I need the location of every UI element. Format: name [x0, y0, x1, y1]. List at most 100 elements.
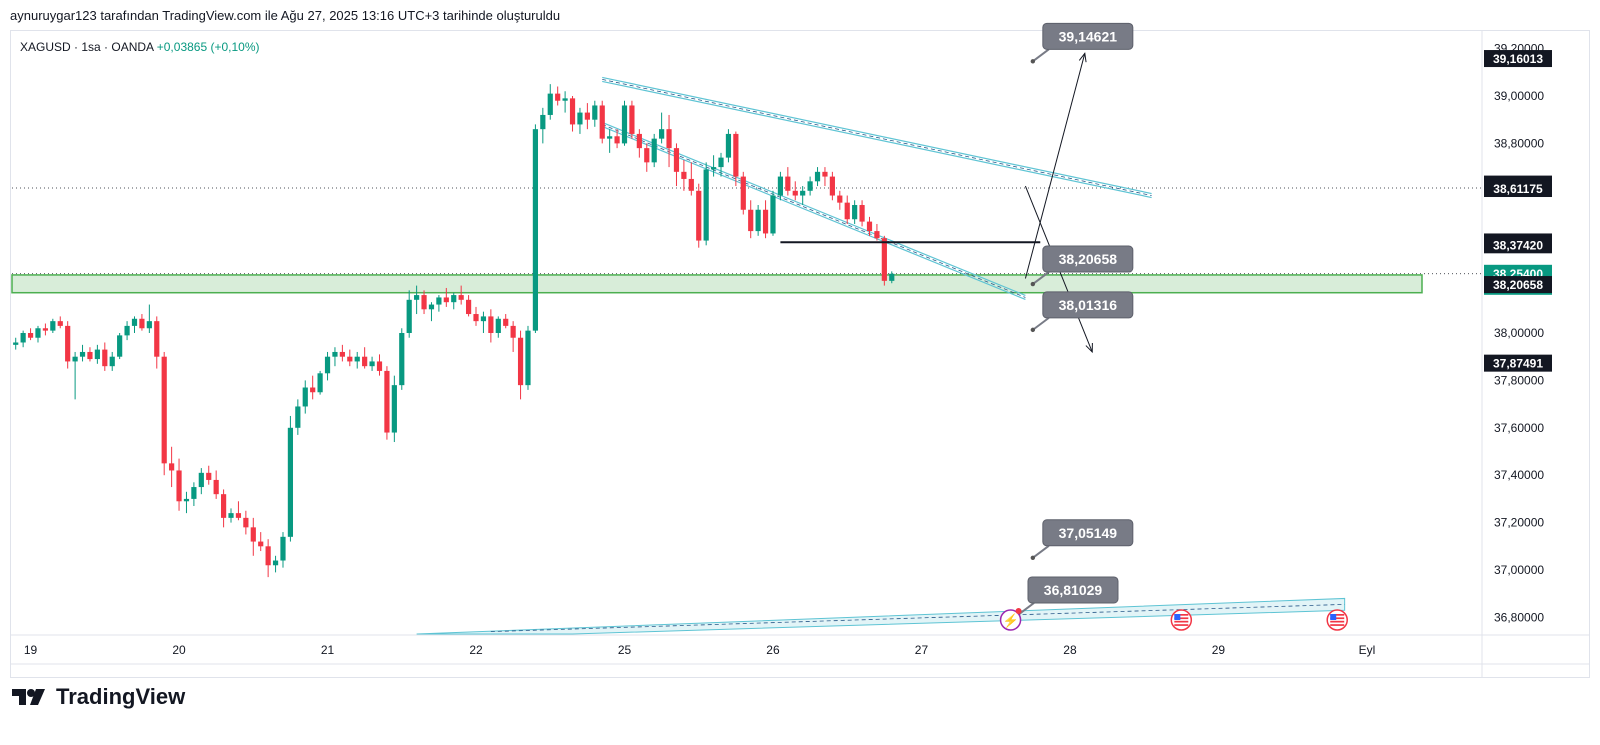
- tradingview-logo-text: TradingView: [56, 684, 186, 709]
- candle-body: [659, 129, 665, 139]
- candle-body: [414, 295, 420, 300]
- candle-body: [718, 157, 724, 168]
- x-tick-label: 25: [618, 643, 632, 657]
- candle-body: [50, 321, 56, 331]
- candle-body: [191, 487, 197, 499]
- candle-body: [79, 351, 86, 357]
- broker: OANDA: [111, 40, 154, 54]
- candle-body: [547, 93, 553, 115]
- candle-body: [577, 112, 583, 125]
- price-label: 38,61175: [1493, 182, 1543, 196]
- support-zone: [11, 274, 1423, 294]
- candle-body: [406, 299, 412, 333]
- candle-body: [673, 148, 680, 172]
- candle-body: [629, 105, 635, 134]
- candle-body: [362, 356, 368, 367]
- candle-body: [733, 133, 739, 177]
- candle-body: [65, 325, 71, 362]
- candle-body: [510, 325, 516, 338]
- candle-body: [302, 387, 308, 407]
- lightning-event-icon: [999, 609, 1022, 631]
- candle-body: [198, 472, 204, 488]
- candle-body: [599, 105, 605, 139]
- lower-trendline-edge: [602, 125, 1026, 301]
- x-tick-label: Eyl: [1359, 643, 1376, 657]
- candle-body: [13, 342, 19, 345]
- price-label: 39,16013: [1493, 52, 1543, 66]
- candle-body: [844, 202, 850, 220]
- flag-stripe: [1174, 617, 1189, 620]
- candle-body: [852, 205, 858, 220]
- price-label: 37,87491: [1493, 357, 1543, 371]
- x-tick-label: 29: [1212, 643, 1226, 657]
- callout-anchor: [1030, 327, 1036, 333]
- candle-body: [339, 351, 345, 357]
- candle-body: [465, 299, 472, 315]
- candle-body: [792, 190, 798, 196]
- candle-body: [785, 176, 791, 191]
- candle-body: [295, 406, 301, 428]
- y-tick-label: 37,40000: [1494, 468, 1544, 482]
- candle-body: [480, 316, 487, 322]
- candle-body: [27, 333, 34, 338]
- arrow-down-head: [1085, 342, 1093, 354]
- flag-stripe: [1174, 624, 1189, 626]
- callout-pointer: [1032, 48, 1050, 63]
- candle-body: [243, 517, 249, 528]
- flag-stripe: [1330, 624, 1345, 626]
- candle-body: [696, 190, 702, 241]
- price-label: 38,20658: [1493, 278, 1543, 292]
- callout-pointer: [1032, 271, 1050, 285]
- x-tick-label: 26: [766, 643, 780, 657]
- candle-body: [569, 98, 576, 125]
- candle-body: [146, 321, 152, 329]
- candle-body: [807, 181, 813, 191]
- candle-body: [399, 333, 405, 386]
- candle-body: [555, 93, 561, 101]
- candle-body: [532, 129, 539, 331]
- callout-anchor: [1030, 555, 1036, 561]
- symbol-line[interactable]: XAGUSD · 1sa · OANDA +0,03865 (+0,10%): [20, 40, 260, 54]
- candle-body: [287, 427, 294, 537]
- callout-box: [1042, 519, 1134, 547]
- candle-body: [42, 328, 49, 331]
- candle-body: [250, 527, 256, 542]
- candle-body: [131, 318, 138, 326]
- arrow-up: [1024, 53, 1086, 279]
- price-change: +0,03865 (+0,10%): [156, 40, 260, 54]
- candle-body: [258, 541, 264, 547]
- candle-body: [317, 373, 323, 393]
- candle-body: [725, 133, 732, 158]
- y-tick-label: 37,00000: [1494, 563, 1544, 577]
- candle-body: [376, 361, 383, 371]
- chart-frame[interactable]: [10, 30, 1590, 678]
- symbol-name[interactable]: XAGUSD: [20, 40, 71, 54]
- candle-body: [837, 195, 843, 203]
- flag-stripe: [1330, 614, 1345, 616]
- candle-body: [814, 171, 821, 182]
- price-label-box: [1484, 50, 1552, 68]
- candle-body: [354, 356, 360, 362]
- candle-body: [859, 205, 865, 222]
- candle-body: [87, 351, 93, 360]
- candle-body: [265, 546, 271, 566]
- candle-body: [428, 304, 435, 310]
- callout-box: [1027, 576, 1119, 604]
- candle-body: [228, 513, 234, 518]
- candle-body: [94, 349, 100, 360]
- candle-body: [220, 494, 227, 518]
- tradingview-logo[interactable]: TradingView: [12, 684, 185, 710]
- callout-label: 38,01316: [1059, 297, 1118, 313]
- y-tick-label: 38,80000: [1494, 136, 1544, 150]
- x-tick-label: 27: [915, 643, 929, 657]
- upper-trendline-edge: [602, 80, 1152, 199]
- candle-body: [592, 105, 598, 120]
- interval[interactable]: 1sa: [81, 40, 101, 54]
- candle-body: [666, 129, 672, 149]
- callout-pointer: [1032, 545, 1050, 559]
- price-label-box: [1484, 180, 1552, 198]
- candle-body: [436, 297, 442, 305]
- event-badge: [1015, 608, 1022, 614]
- price-label-box: [1484, 236, 1552, 254]
